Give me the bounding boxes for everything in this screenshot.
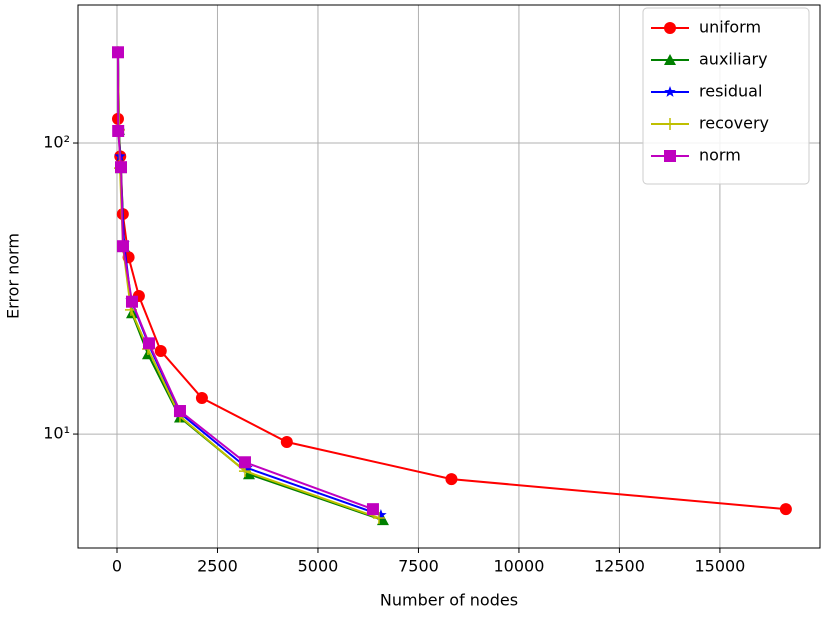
series-line (116, 52, 382, 516)
x-tick-label: 0 (112, 557, 122, 576)
legend-label: uniform (699, 18, 761, 37)
y-tick-label: 10² (43, 133, 70, 152)
series (111, 46, 379, 516)
series-line (116, 52, 374, 511)
series (111, 46, 389, 526)
y-axis-label: Error norm (4, 233, 23, 319)
marker (664, 54, 676, 65)
marker (154, 344, 167, 357)
series-line (116, 52, 384, 522)
legend-label: recovery (699, 114, 769, 133)
marker (195, 392, 208, 405)
y-tick-label: 10¹ (43, 424, 70, 443)
marker (664, 150, 676, 162)
marker (115, 161, 128, 174)
marker (173, 405, 186, 418)
series (112, 46, 387, 520)
marker (111, 46, 124, 59)
marker (242, 468, 255, 480)
marker (376, 514, 389, 526)
plot-frame (77, 4, 821, 549)
marker (112, 124, 125, 137)
legend-label: auxiliary (699, 50, 768, 69)
marker (375, 509, 387, 520)
marker (664, 118, 676, 130)
x-axis-label: Number of nodes (380, 591, 518, 610)
x-tick-label: 12500 (594, 557, 645, 576)
legend-box (642, 7, 810, 185)
x-tick-label: 10000 (493, 557, 544, 576)
marker (366, 503, 379, 516)
series (111, 46, 385, 524)
x-tick-label: 15000 (694, 557, 745, 576)
marker (664, 86, 676, 97)
legend-label: residual (699, 82, 762, 101)
marker (125, 295, 138, 308)
marker (280, 436, 293, 449)
marker (779, 503, 792, 516)
marker (116, 240, 129, 253)
marker (445, 473, 458, 486)
marker (142, 337, 155, 350)
marker (664, 22, 676, 34)
x-tick-label: 2500 (197, 557, 238, 576)
marker (238, 456, 251, 469)
legend-label: norm (699, 146, 741, 165)
x-tick-label: 7500 (398, 557, 439, 576)
series-line (116, 52, 380, 519)
x-tick-label: 5000 (298, 557, 339, 576)
